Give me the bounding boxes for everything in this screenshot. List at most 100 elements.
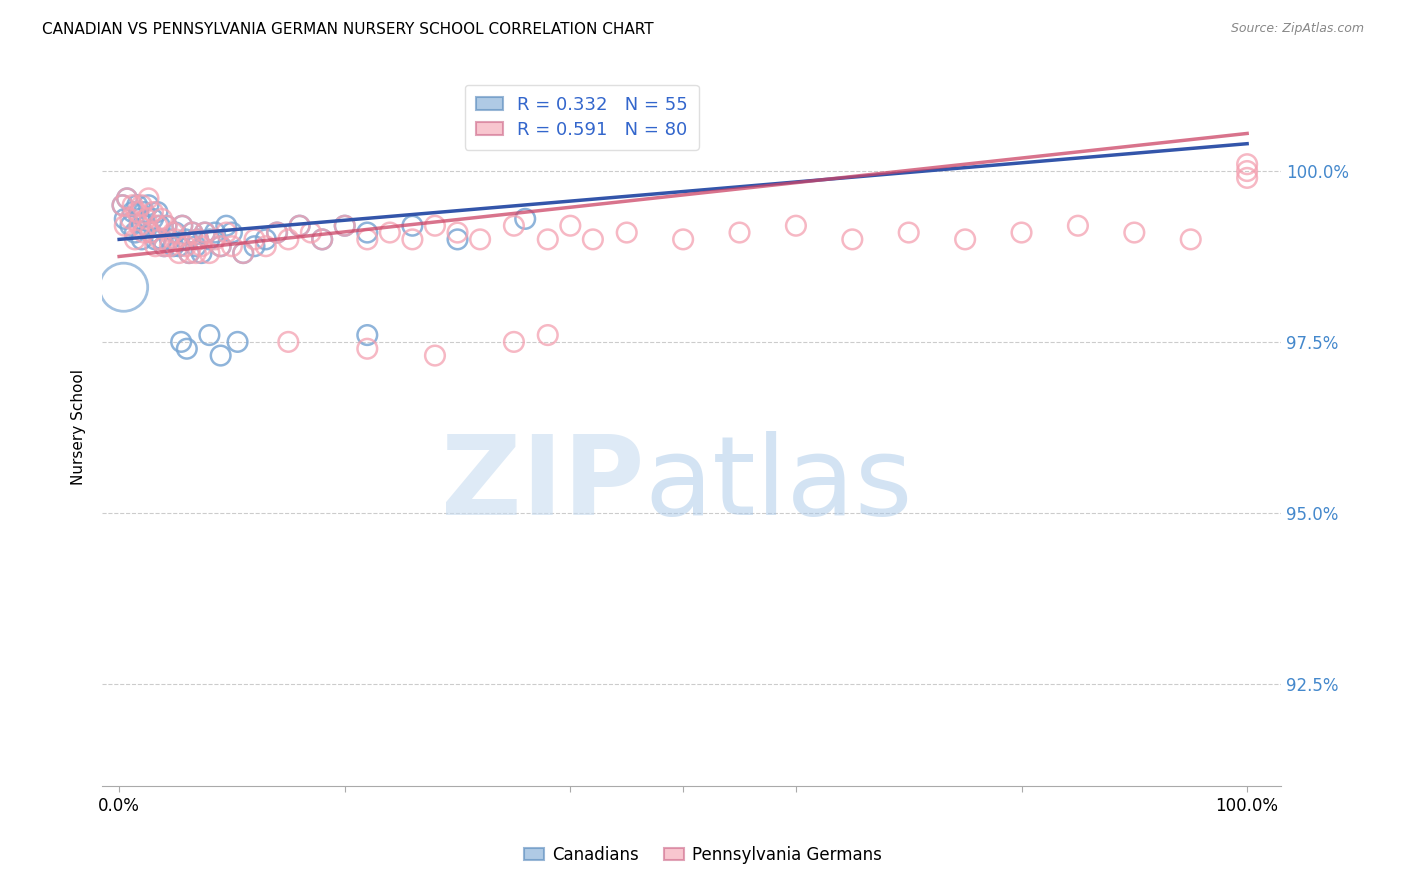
Point	[897, 226, 920, 240]
Point	[728, 226, 751, 240]
Point	[131, 232, 153, 246]
Point	[155, 219, 177, 233]
Point	[124, 226, 146, 240]
Point	[266, 226, 288, 240]
Point	[446, 226, 468, 240]
Point	[953, 232, 976, 246]
Point	[841, 232, 863, 246]
Point	[114, 219, 136, 233]
Point	[135, 219, 157, 233]
Point	[111, 198, 134, 212]
Point	[537, 232, 560, 246]
Point	[356, 226, 378, 240]
Point	[215, 219, 238, 233]
Point	[139, 226, 162, 240]
Point	[146, 205, 169, 219]
Point	[149, 219, 172, 233]
Text: ZIP: ZIP	[441, 431, 644, 538]
Legend: R = 0.332   N = 55, R = 0.591   N = 80: R = 0.332 N = 55, R = 0.591 N = 80	[465, 85, 699, 150]
Point	[127, 198, 149, 212]
Point	[124, 232, 146, 246]
Point	[226, 334, 249, 349]
Point	[356, 342, 378, 356]
Point	[194, 226, 217, 240]
Point	[143, 232, 166, 246]
Point	[333, 219, 356, 233]
Point	[177, 246, 200, 260]
Point	[299, 226, 322, 240]
Point	[142, 211, 165, 226]
Point	[1123, 226, 1146, 240]
Point	[254, 239, 277, 253]
Point	[503, 334, 526, 349]
Point	[423, 349, 446, 363]
Point	[1236, 164, 1258, 178]
Point	[198, 246, 221, 260]
Point	[132, 205, 155, 219]
Point	[153, 239, 176, 253]
Point	[187, 232, 209, 246]
Legend: Canadians, Pennsylvania Germans: Canadians, Pennsylvania Germans	[517, 839, 889, 871]
Point	[560, 219, 582, 233]
Point	[356, 232, 378, 246]
Point	[155, 219, 177, 233]
Point	[1180, 232, 1202, 246]
Point	[515, 211, 537, 226]
Point	[131, 198, 153, 212]
Point	[266, 226, 288, 240]
Point	[146, 219, 169, 233]
Point	[184, 246, 207, 260]
Point	[1067, 219, 1090, 233]
Point	[785, 219, 807, 233]
Point	[176, 342, 198, 356]
Point	[209, 239, 232, 253]
Point	[159, 232, 181, 246]
Point	[401, 232, 423, 246]
Point	[115, 191, 138, 205]
Point	[232, 246, 254, 260]
Point	[128, 219, 150, 233]
Point	[121, 205, 143, 219]
Point	[356, 328, 378, 343]
Point	[194, 226, 217, 240]
Point	[190, 239, 212, 253]
Point	[672, 232, 695, 246]
Text: CANADIAN VS PENNSYLVANIA GERMAN NURSERY SCHOOL CORRELATION CHART: CANADIAN VS PENNSYLVANIA GERMAN NURSERY …	[42, 22, 654, 37]
Point	[112, 280, 135, 294]
Point	[232, 246, 254, 260]
Point	[142, 205, 165, 219]
Point	[243, 232, 266, 246]
Point	[204, 226, 226, 240]
Point	[135, 211, 157, 226]
Point	[114, 211, 136, 226]
Point	[128, 211, 150, 226]
Point	[537, 328, 560, 343]
Y-axis label: Nursery School: Nursery School	[72, 369, 86, 485]
Point	[120, 211, 142, 226]
Point	[165, 226, 187, 240]
Point	[378, 226, 401, 240]
Point	[333, 219, 356, 233]
Text: atlas: atlas	[644, 431, 912, 538]
Point	[143, 239, 166, 253]
Point	[277, 334, 299, 349]
Point	[311, 232, 333, 246]
Point	[150, 211, 173, 226]
Point	[209, 349, 232, 363]
Point	[277, 232, 299, 246]
Point	[139, 226, 162, 240]
Point	[150, 232, 173, 246]
Point	[1236, 170, 1258, 185]
Point	[209, 239, 232, 253]
Point	[181, 226, 204, 240]
Point	[221, 226, 243, 240]
Point	[288, 219, 311, 233]
Point	[174, 239, 197, 253]
Point	[149, 232, 172, 246]
Point	[1236, 157, 1258, 171]
Point	[138, 198, 160, 212]
Point	[174, 232, 197, 246]
Point	[127, 205, 149, 219]
Point	[115, 191, 138, 205]
Point	[172, 219, 194, 233]
